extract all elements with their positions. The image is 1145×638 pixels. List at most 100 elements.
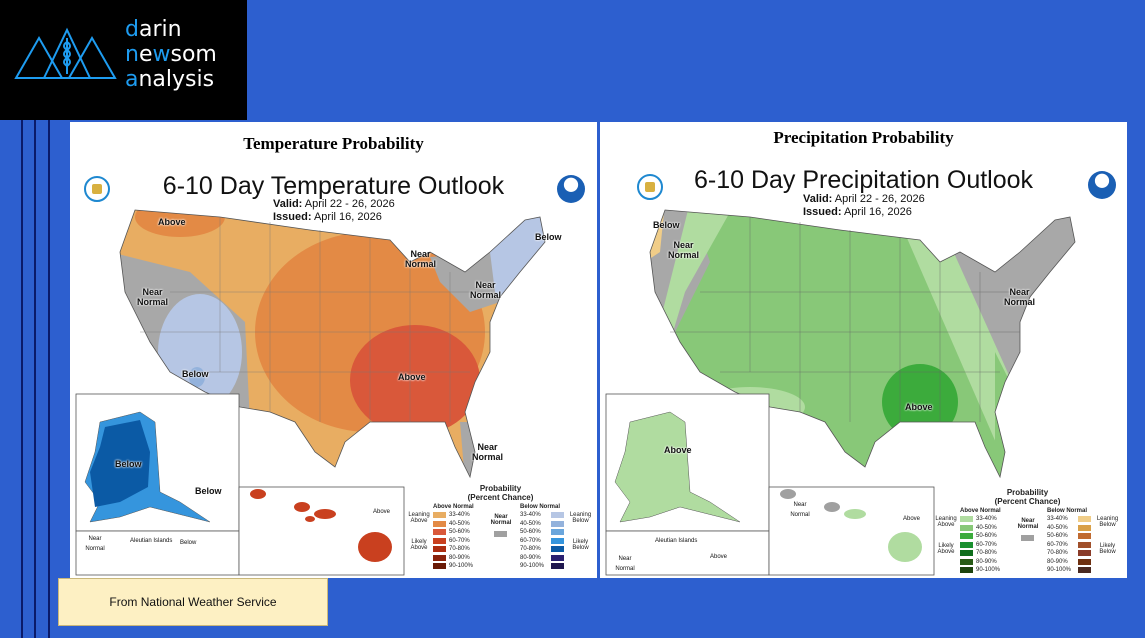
- region-label: Near Normal: [471, 442, 503, 462]
- region-label: Below: [182, 369, 209, 379]
- temperature-map: [75, 209, 546, 576]
- legend-range-below: 33-40%: [520, 512, 541, 518]
- legend-range-below: 80-90%: [1047, 558, 1068, 565]
- legend-range-above: 70-80%: [449, 546, 470, 552]
- legend-likely-above: Likely Above: [410, 539, 428, 551]
- date-info: Valid: April 22 - 26, 2026 Issued: April…: [273, 198, 395, 223]
- legend-swatch-below: [551, 537, 564, 544]
- legend-range-above: 50-60%: [449, 529, 470, 535]
- region-label: Near Normal: [667, 240, 699, 260]
- logo: darin newsom analysis: [0, 0, 247, 120]
- legend-range-below: 40-50%: [1047, 524, 1068, 531]
- probability-legend: Probability (Percent Chance) Above Normal B…: [408, 484, 593, 576]
- source-note: From National Weather Service: [58, 578, 328, 626]
- legend-range-above: 50-60%: [976, 533, 997, 539]
- region-label: Aleutian Islands: [655, 538, 698, 544]
- legend-swatch-above: [960, 550, 973, 556]
- legend-title: Probability: [479, 484, 522, 493]
- legend-range-below: 50-60%: [1047, 533, 1068, 539]
- legend-near-normal: Near Normal: [490, 514, 512, 526]
- outlook-title: 6-10 Day Temperature Outlook: [162, 172, 505, 200]
- legend-likely-below: Likely Below: [572, 539, 589, 551]
- legend-range-above: 80-90%: [449, 554, 470, 561]
- legend-swatch-above: [960, 567, 973, 573]
- region-label: Aleutian Islands: [130, 538, 173, 544]
- region-label: Above: [373, 509, 391, 515]
- region-label: Near Normal: [790, 502, 810, 518]
- legend-leaning-below: Leaning Below: [569, 512, 592, 524]
- legend-range-below: 60-70%: [520, 537, 541, 544]
- precipitation-map: [605, 209, 1076, 576]
- decorative-line: [34, 120, 36, 638]
- state-borders: [670, 217, 1020, 422]
- legend-swatch-near: [1021, 535, 1034, 541]
- legend-range-below: 40-50%: [520, 520, 541, 527]
- panel-title: Temperature Probability: [243, 134, 424, 153]
- legend-swatch-below: [1078, 550, 1091, 556]
- legend-range-above: 33-40%: [976, 516, 997, 522]
- legend-below-header: Below Normal: [520, 504, 561, 510]
- legend-swatch-below: [551, 546, 564, 552]
- region-label: Below: [535, 232, 562, 242]
- region-label: Above: [903, 516, 921, 522]
- legend-likely-above: Likely Above: [937, 543, 955, 555]
- doc-seal-icon: [84, 176, 110, 202]
- region-label: Above: [710, 554, 728, 560]
- legend-range-below: 60-70%: [1047, 541, 1068, 548]
- region-label: Near Normal: [136, 287, 168, 307]
- legend-near-normal: Near Normal: [1017, 518, 1039, 530]
- decorative-line: [21, 120, 23, 638]
- hawaii-map: [780, 489, 922, 562]
- legend-swatch-near: [494, 531, 507, 537]
- legend-range-above: 33-40%: [449, 512, 470, 518]
- legend-swatch-above: [433, 537, 446, 544]
- region-label: Above: [158, 217, 186, 227]
- legend-below-header: Below Normal: [1047, 508, 1088, 514]
- legend-range-below: 33-40%: [1047, 516, 1068, 522]
- legend-swatch-below: [551, 563, 564, 569]
- legend-range-below: 70-80%: [520, 546, 541, 552]
- legend-swatch-above: [960, 558, 973, 565]
- legend-swatch-below: [551, 529, 564, 535]
- region-label: Near Normal: [615, 556, 635, 572]
- region-label: Above: [398, 372, 426, 382]
- date-info: Valid: April 22 - 26, 2026 Issued: April…: [803, 193, 925, 218]
- legend-subtitle: (Percent Chance): [994, 497, 1061, 506]
- region-label: Near Normal: [85, 536, 105, 552]
- region-label: Above: [905, 402, 933, 412]
- legend-range-above: 90-100%: [976, 567, 1001, 573]
- legend-leaning-above: Leaning Above: [935, 516, 957, 528]
- precipitation-outlook-panel: Precipitation Probability 6-10 Day Preci…: [600, 122, 1127, 578]
- legend-range-above: 70-80%: [976, 550, 997, 556]
- legend-swatch-above: [433, 546, 446, 552]
- legend-swatch-above: [960, 541, 973, 548]
- legend-leaning-above: Leaning Above: [408, 512, 430, 524]
- mountain-wheat-logo-icon: [14, 27, 117, 79]
- legend-swatch-above: [433, 520, 446, 527]
- region-label: Near Normal: [404, 249, 436, 269]
- legend-range-above: 80-90%: [976, 558, 997, 565]
- region-label: Below: [195, 486, 222, 496]
- legend-swatch-below: [1078, 533, 1091, 539]
- legend-range-below: 70-80%: [1047, 550, 1068, 556]
- noaa-logo-icon: [557, 175, 585, 203]
- region-label: Near Normal: [469, 280, 501, 300]
- legend-swatch-above: [433, 554, 446, 561]
- region-label: Below: [115, 459, 142, 469]
- probability-legend: Probability (Percent Chance) Above Normal B…: [935, 488, 1120, 578]
- legend-range-above: 40-50%: [449, 520, 470, 527]
- legend-subtitle: (Percent Chance): [467, 493, 534, 502]
- panel-title: Precipitation Probability: [773, 128, 954, 147]
- legend-swatch-above: [960, 524, 973, 531]
- outlook-title: 6-10 Day Precipitation Outlook: [693, 166, 1034, 194]
- legend-range-below: 90-100%: [520, 563, 545, 569]
- legend-swatch-below: [1078, 541, 1091, 548]
- logo-text: darin newsom analysis: [125, 17, 217, 92]
- legend-swatch-below: [551, 520, 564, 527]
- region-label: Below: [180, 540, 197, 546]
- legend-swatch-above: [960, 516, 973, 522]
- legend-swatch-above: [433, 529, 446, 535]
- decorative-line: [48, 120, 50, 638]
- legend-above-header: Above Normal: [433, 504, 474, 510]
- legend-range-above: 60-70%: [449, 537, 470, 544]
